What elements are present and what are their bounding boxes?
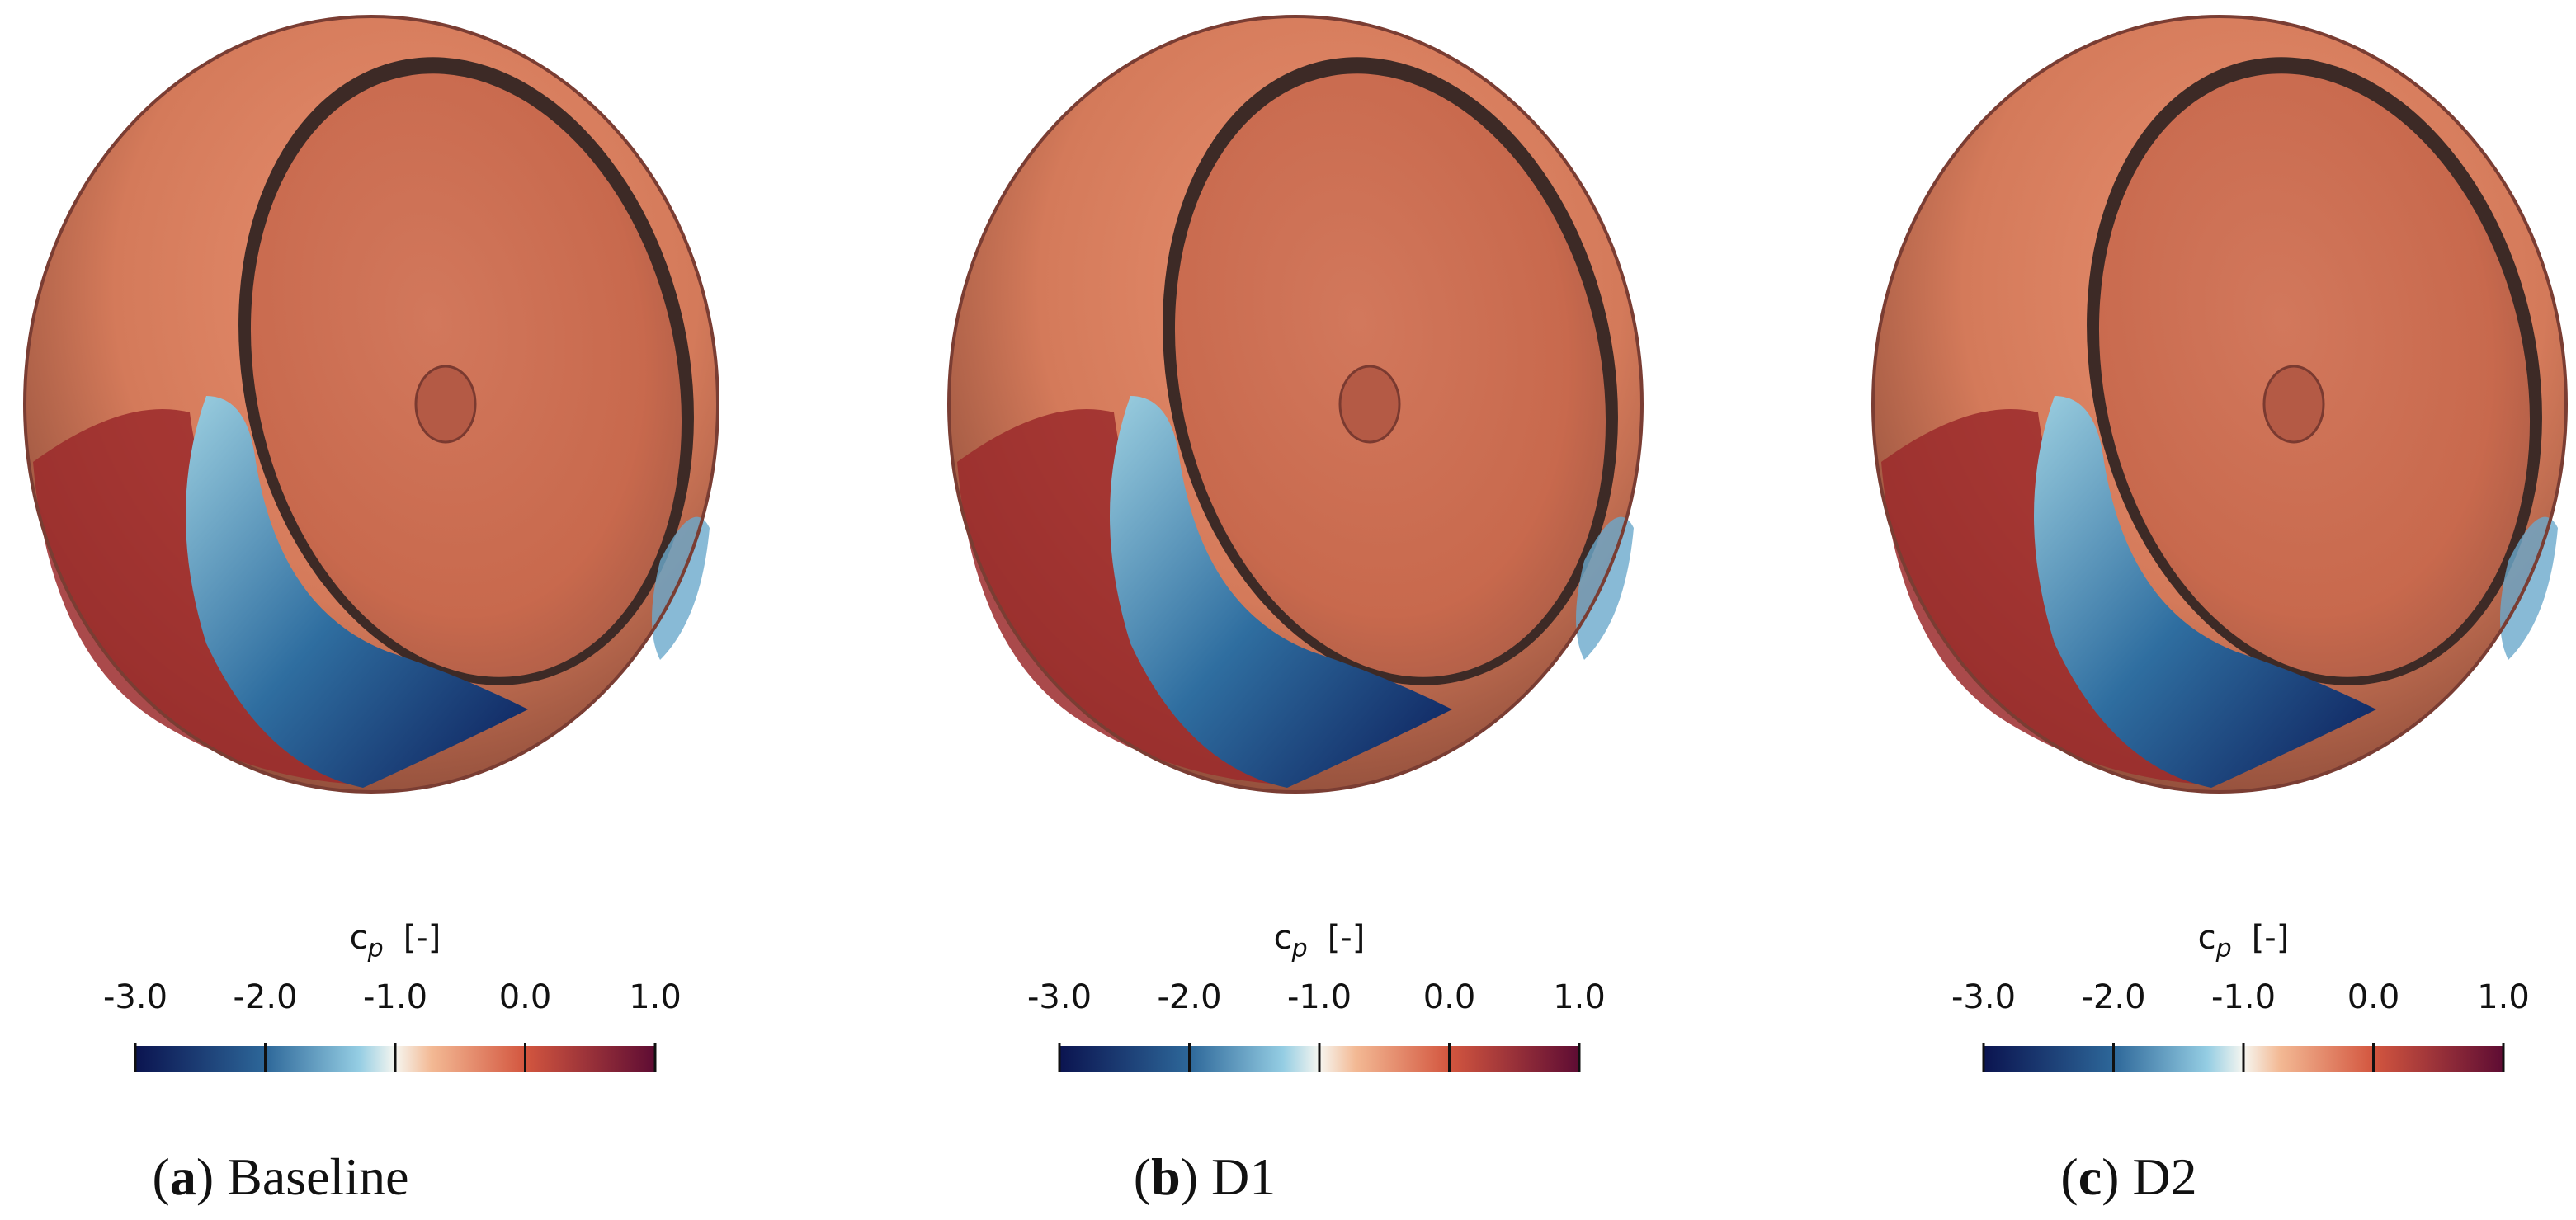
caption-part: c [2078,1147,2102,1206]
caption-part: ( [1134,1147,1151,1206]
caption: (c) D2 [2060,1147,2196,1206]
caption-part: ( [153,1147,170,1206]
colorbar-unit: [-] [403,919,441,957]
colorbar-symbol: c [350,919,368,957]
caption: (a) Baseline [153,1147,409,1206]
caption-part: a [170,1147,196,1206]
caption-part: ( [2060,1147,2078,1206]
colorbar-tick-label: -1.0 [363,978,427,1016]
colorbar-tick-label: -2.0 [233,978,297,1016]
caption-part: ) D2 [2102,1147,2197,1206]
colorbar-unit: [-] [2252,919,2290,957]
colorbar-title: cp [-] [350,919,441,963]
caption-part: ) Baseline [196,1147,409,1206]
wheel-render [23,12,753,794]
colorbar-tick-label: -2.0 [1157,978,1221,1016]
colorbar-subscript: p [367,935,384,963]
colorbar-unit: [-] [1328,919,1366,957]
colorbar-tick-label: -3.0 [1027,978,1092,1016]
wheel-render [947,12,1677,794]
colorbar-tick-label: -3.0 [1951,978,2016,1016]
colorbar-tick-label: 1.0 [1553,978,1606,1016]
colorbar-title: cp [-] [2198,919,2290,963]
colorbar-tick-label: -1.0 [1287,978,1352,1016]
colorbar-tick-label: 0.0 [2347,978,2400,1016]
colorbar-tick-label: 0.0 [499,978,552,1016]
colorbar-title: cp [-] [1274,919,1366,963]
colorbar-symbol: c [1274,919,1292,957]
colorbar-tick-label: 1.0 [2477,978,2530,1016]
colorbar-tick-label: 1.0 [629,978,682,1016]
caption-part: b [1151,1147,1181,1206]
caption-part: ) D1 [1181,1147,1276,1206]
panel: cp [-] -3.0 -2.0 -1.0 0.0 1.0 (a) Baseline [23,12,753,1206]
panel: cp [-] -3.0 -2.0 -1.0 0.0 1.0 (b) D1 [947,12,1677,1206]
wheel-render [1871,12,2576,794]
colorbar-tick-label: -2.0 [2081,978,2145,1016]
colorbar-symbol: c [2198,919,2216,957]
panel: cp [-]-3.0 -2.0 -1.0 0.0 1.0(c) D2 [1871,12,2576,1206]
colorbar-tick-label: 0.0 [1423,978,1476,1016]
colorbar-tick-label: -3.0 [103,978,167,1016]
colorbar-tick-label: -1.0 [2211,978,2276,1016]
colorbar-subscript: p [1291,935,1308,963]
colorbar-subscript: p [2215,935,2232,963]
caption: (b) D1 [1134,1147,1276,1206]
